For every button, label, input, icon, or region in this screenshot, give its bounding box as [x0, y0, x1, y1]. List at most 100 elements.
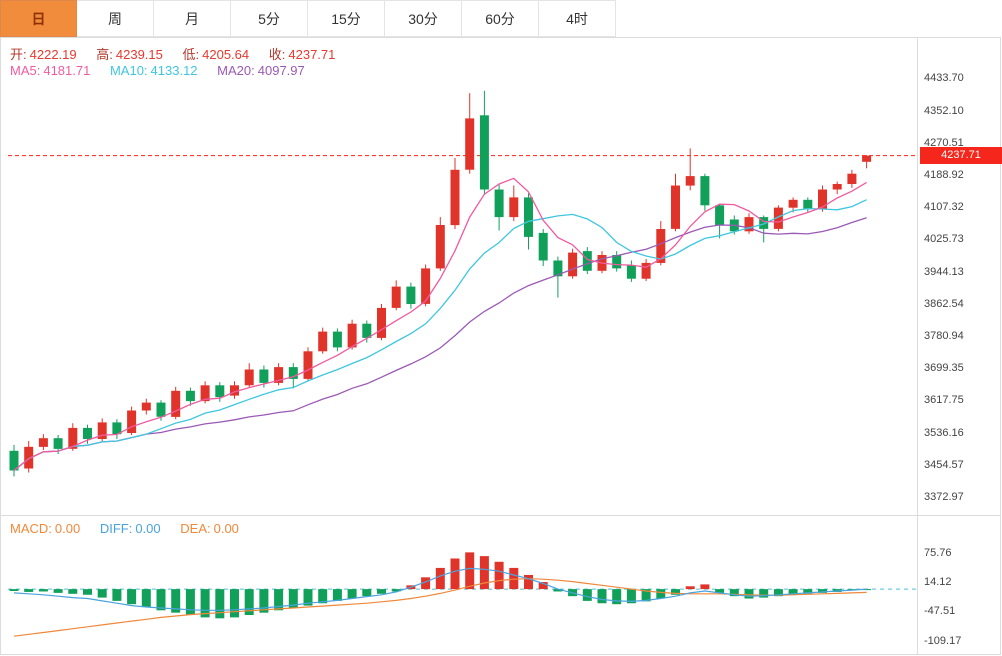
candle-body	[759, 217, 769, 229]
diff-label: DIFF:	[99, 521, 133, 536]
macd-axis-label: -47.51	[924, 605, 956, 618]
macd-hist-bar	[38, 589, 48, 592]
ma10-value: 4133.12	[150, 63, 198, 78]
macd-group: MACD: 0.00	[10, 521, 80, 536]
tab-30min[interactable]: 30分	[385, 0, 462, 37]
macd-hist-bar	[509, 567, 519, 590]
macd-label: MACD:	[10, 521, 52, 536]
macd-hist-bar	[803, 589, 813, 594]
macd-hist-bar	[288, 589, 298, 608]
candle-body	[377, 307, 386, 338]
price-axis-label: 4352.10	[924, 104, 964, 117]
macd-hist-bar	[53, 589, 63, 593]
macd-hist-bar	[553, 589, 563, 592]
macd-hist-bar	[24, 589, 34, 592]
candle-body	[832, 184, 842, 190]
candle-body	[9, 450, 19, 471]
candle-body	[406, 286, 416, 304]
ma10-group: MA10: 4133.12	[110, 63, 198, 78]
macd-hist-bar	[832, 589, 842, 592]
price-axis-label: 3372.97	[924, 490, 964, 503]
macd-hist-bar	[818, 589, 827, 593]
candle-body	[685, 176, 695, 186]
open-label: 开:	[10, 47, 27, 62]
macd-axis-label: 75.76	[924, 547, 952, 560]
ma20-label: MA20:	[217, 63, 255, 78]
macd-hist-bar	[626, 589, 636, 604]
candle-body	[597, 255, 607, 271]
candle-body	[362, 323, 372, 338]
macd-hist-bar	[274, 589, 284, 611]
macd-hist-bar	[641, 589, 651, 602]
candle-body	[450, 169, 460, 226]
ma5-line	[13, 177, 867, 472]
macd-hist-bar	[421, 577, 431, 590]
macd-hist-bar	[259, 589, 269, 613]
candle-body	[524, 197, 533, 237]
macd-hist-bar	[244, 589, 254, 616]
tab-month[interactable]: 月	[154, 0, 231, 37]
candle-body	[568, 252, 578, 277]
macd-hist-bar	[685, 586, 695, 590]
candle-body	[156, 402, 166, 417]
diff-group: DIFF: 0.00	[100, 521, 161, 536]
tab-4hour[interactable]: 4时	[539, 0, 616, 37]
ma20-line	[13, 217, 867, 472]
tab-week[interactable]: 周	[77, 0, 154, 37]
candle-body	[391, 286, 401, 308]
tab-60min[interactable]: 60分	[462, 0, 539, 37]
candle-body	[127, 410, 137, 433]
ma5-value: 4181.71	[43, 63, 91, 78]
macd-hist-bar	[230, 589, 239, 618]
price-axis-label: 3862.54	[924, 297, 964, 310]
ma5-label: MA5:	[10, 63, 41, 78]
candle-body	[83, 427, 92, 439]
dea-line	[13, 578, 867, 637]
candle-body	[641, 262, 651, 279]
candle-body	[141, 402, 151, 411]
tab-day[interactable]: 日	[0, 0, 77, 37]
candle-body	[97, 422, 107, 439]
candle-body	[509, 197, 519, 218]
candle-body	[318, 331, 328, 352]
low-value: 4205.64	[202, 47, 250, 62]
macd-hist-bar	[9, 589, 19, 591]
macd-hist-bar	[97, 589, 107, 598]
macd-hist-bar	[435, 567, 445, 590]
candle-body	[68, 427, 78, 449]
tab-15min[interactable]: 15分	[308, 0, 385, 37]
high-value: 4239.15	[115, 47, 163, 62]
macd-hist-bar	[862, 589, 872, 591]
dea-label: DEA:	[180, 521, 211, 536]
macd-hist-bar	[215, 589, 225, 619]
open-value: 4222.19	[29, 47, 77, 62]
macd-hist-bar	[744, 589, 754, 599]
candle-body	[435, 225, 445, 269]
ohlc-low: 低: 4205.64	[183, 44, 250, 63]
price-axis-label: 4433.70	[924, 72, 964, 85]
tab-5min[interactable]: 5分	[231, 0, 308, 37]
macd-hist-bar	[612, 589, 622, 605]
ma20-value: 4097.97	[257, 63, 305, 78]
price-axis-label: 3454.57	[924, 458, 964, 471]
macd-hist-bar	[303, 589, 313, 606]
candle-body	[729, 219, 739, 232]
macd-hist-bar	[729, 589, 739, 597]
macd-hist-bar	[759, 589, 769, 598]
price-axis-label: 3617.75	[924, 394, 964, 407]
candle-body	[538, 232, 548, 261]
candle-body	[788, 199, 798, 208]
candle-body	[656, 229, 666, 263]
macd-hist-bar	[538, 582, 548, 590]
candle-body	[215, 385, 225, 398]
candle-body	[421, 268, 431, 304]
low-label: 低:	[182, 47, 200, 62]
timeframe-tab-bar: 日周月 5分 15分 30分 60分 4时	[0, 0, 616, 37]
candle-body	[303, 351, 313, 379]
price-axis-label: 3944.13	[924, 265, 964, 278]
macd-hist-bar	[362, 589, 372, 597]
ma20-group: MA20: 4097.97	[217, 63, 305, 78]
candle-body	[494, 189, 504, 218]
